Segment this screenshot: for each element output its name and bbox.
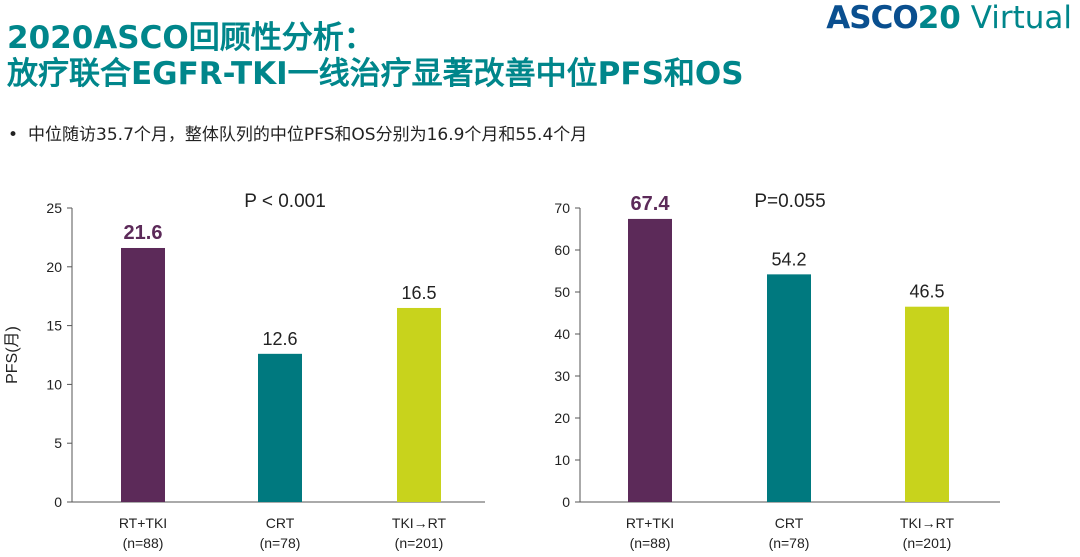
pfs-y-axis-label: PFS(月) — [4, 326, 21, 384]
bullet-dot-icon: • — [8, 125, 19, 145]
logo-part-20: 20 — [917, 0, 961, 36]
pfs-value-label: 12.6 — [262, 329, 297, 349]
pfs-category-n: (n=88) — [123, 535, 164, 551]
pfs-y-tick-label: 5 — [54, 435, 62, 451]
os-value-label: 54.2 — [771, 249, 806, 269]
pfs-bar-chart: 0 5 10 15 20 25 PFS(月) P < 0.001 21.6 RT+TKI (n=88… — [4, 191, 485, 551]
os-bar — [905, 306, 949, 502]
os-y-tick-label: 30 — [554, 368, 570, 384]
pfs-value-label: 16.5 — [401, 283, 436, 303]
pfs-category-label: CRT — [266, 515, 295, 531]
logo-part-asco: ASCO — [826, 0, 918, 36]
os-category-n: (n=78) — [769, 535, 810, 551]
title-line-2: 放疗联合EGFR-TKI一线治疗显著改善中位PFS和OS — [7, 56, 744, 92]
os-bar-chart: 010203040506070OS(月)P=0.05567.4RT+TKI(n=… — [554, 191, 1000, 551]
pfs-value-label: 21.6 — [124, 222, 163, 244]
pfs-category-label: TKI→RT — [392, 515, 447, 531]
os-bar — [628, 218, 672, 503]
os-y-tick-label: 20 — [554, 410, 570, 426]
asco-virtual-logo: ASCO20 Virtual — [826, 0, 1072, 36]
os-y-tick-label: 10 — [554, 452, 570, 468]
pfs-bar — [397, 307, 441, 502]
os-y-tick-label: 70 — [554, 200, 570, 216]
os-bar — [767, 274, 811, 502]
os-category-label: CRT — [775, 515, 804, 531]
os-y-tick-label: 0 — [562, 494, 570, 510]
pfs-bar — [258, 353, 302, 502]
os-category-n: (n=201) — [903, 535, 952, 551]
pfs-y-tick-label: 10 — [46, 376, 62, 392]
summary-bullet: • 中位随访35.7个月，整体队列的中位PFS和OS分别为16.9个月和55.4个… — [8, 120, 587, 145]
bullet-text: 中位随访35.7个月，整体队列的中位PFS和OS分别为16.9个月和55.4个月 — [28, 125, 588, 145]
os-p-value: P=0.055 — [754, 191, 825, 212]
os-category-label: RT+TKI — [626, 515, 674, 531]
pfs-category-n: (n=201) — [395, 535, 444, 551]
pfs-p-value: P < 0.001 — [244, 191, 326, 212]
title-line-1: 2020ASCO回顾性分析： — [7, 20, 375, 56]
slide-title: 2020ASCO回顾性分析： 放疗联合EGFR-TKI一线治疗显著改善中位PFS… — [7, 20, 744, 92]
os-y-tick-label: 60 — [554, 242, 570, 258]
os-category-label: TKI→RT — [900, 515, 955, 531]
os-y-tick-label: 50 — [554, 284, 570, 300]
pfs-category-n: (n=78) — [260, 535, 301, 551]
pfs-y-tick-label: 0 — [54, 494, 62, 510]
logo-part-virtual: Virtual — [960, 0, 1072, 36]
pfs-y-tick-label: 15 — [46, 318, 62, 334]
pfs-y-tick-label: 20 — [46, 259, 62, 275]
pfs-bar — [121, 247, 165, 502]
os-y-tick-label: 40 — [554, 326, 570, 342]
pfs-y-tick-label: 25 — [46, 200, 62, 216]
os-value-label: 67.4 — [631, 193, 671, 215]
pfs-category-label: RT+TKI — [119, 515, 167, 531]
os-category-n: (n=88) — [630, 535, 671, 551]
os-value-label: 46.5 — [909, 282, 944, 302]
